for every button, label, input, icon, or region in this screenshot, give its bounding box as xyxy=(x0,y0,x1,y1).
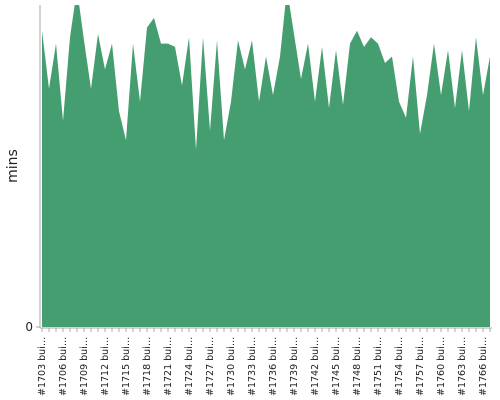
y-tick-label: 0 xyxy=(25,320,33,334)
x-tick-label: #1745 bui… xyxy=(331,337,342,396)
x-tick-label: #1766 bui… xyxy=(478,337,489,396)
x-tick-label: #1730 bui… xyxy=(226,337,237,396)
x-tick-label: #1718 bui… xyxy=(142,337,153,396)
area xyxy=(42,5,490,327)
x-tick-label: #1724 bui… xyxy=(184,337,195,396)
x-tick-label: #1739 bui… xyxy=(289,337,300,396)
x-tick-label: #1715 bui… xyxy=(121,337,132,396)
plot-area xyxy=(42,5,490,327)
x-tick-label: #1727 bui… xyxy=(205,337,216,396)
x-tick-label: #1754 bui… xyxy=(394,337,405,396)
x-tick-label: #1706 bui… xyxy=(58,337,69,396)
x-tick-label: #1751 bui… xyxy=(373,337,384,396)
x-tick-label: #1721 bui… xyxy=(163,337,174,396)
x-tick-label: #1763 bui… xyxy=(457,337,468,396)
x-tick-label: #1760 bui… xyxy=(436,337,447,396)
x-tick-label: #1757 bui… xyxy=(415,337,426,396)
x-tick-label: #1733 bui… xyxy=(247,337,258,396)
x-tick-label: #1703 bui… xyxy=(37,337,48,396)
x-tick-label: #1742 bui… xyxy=(310,337,321,396)
x-tick-label: #1709 bui… xyxy=(79,337,90,396)
x-tick-label: #1712 bui… xyxy=(100,337,111,396)
x-tick-label: #1748 bui… xyxy=(352,337,363,396)
y-axis-label: mins xyxy=(5,149,21,183)
x-tick-label: #1736 bui… xyxy=(268,337,279,396)
